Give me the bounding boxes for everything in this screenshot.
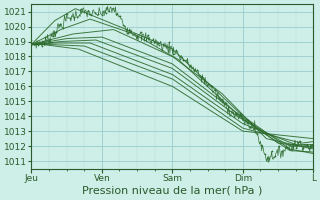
X-axis label: Pression niveau de la mer( hPa ): Pression niveau de la mer( hPa ) [82, 186, 262, 196]
